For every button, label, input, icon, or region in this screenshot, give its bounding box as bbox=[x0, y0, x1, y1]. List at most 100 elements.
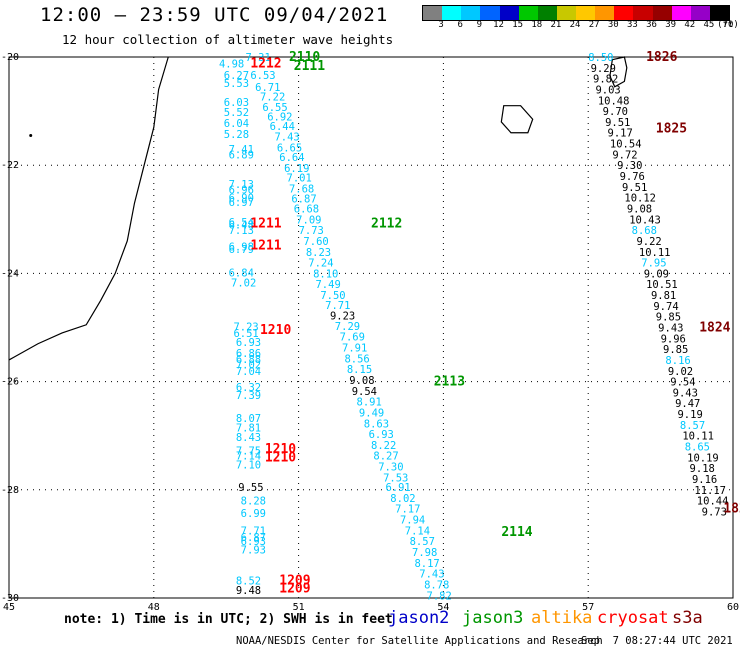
track-time-label: 1824 bbox=[699, 321, 730, 336]
wave-height-value: 8.15 bbox=[347, 364, 372, 376]
wave-height-value: 6.54 bbox=[229, 217, 254, 229]
legend-swatch bbox=[671, 6, 691, 20]
x-tick-label: 51 bbox=[293, 602, 305, 613]
wave-height-value: 9.16 bbox=[692, 474, 717, 486]
wave-height-value: 7.69 bbox=[340, 332, 365, 344]
wave-height-value: 6.86 bbox=[236, 348, 261, 360]
wave-height-value: 8.63 bbox=[364, 418, 389, 430]
wave-height-value: 6.89 bbox=[229, 149, 254, 161]
mission-s3a-label: s3a bbox=[672, 608, 703, 628]
wave-height-value: 7.94 bbox=[400, 515, 425, 527]
wave-height-value: 6.92 bbox=[267, 112, 292, 124]
legend-tick-label: 3 bbox=[438, 20, 444, 30]
track-time-label: 1210 bbox=[260, 323, 291, 338]
wave-height-value: 8.65 bbox=[685, 442, 710, 454]
wave-height-value: 7.14 bbox=[405, 525, 430, 537]
wave-height-value: 9.02 bbox=[668, 366, 693, 378]
x-tick-label: 54 bbox=[437, 602, 449, 613]
wave-height-value: 7.13 bbox=[229, 225, 254, 237]
wave-height-value: 7.29 bbox=[335, 321, 360, 333]
legend-swatch bbox=[499, 6, 519, 20]
wave-height-value: 9.85 bbox=[656, 312, 681, 324]
wave-height-value: 9.23 bbox=[330, 311, 355, 323]
wave-height-value: 7.95 bbox=[641, 258, 666, 270]
track-time-label: 2114 bbox=[501, 525, 532, 540]
legend-swatch bbox=[556, 6, 576, 20]
wave-height-value: 8.43 bbox=[236, 432, 261, 444]
wave-height-value: 6.97 bbox=[229, 197, 254, 209]
wave-height-value: 9.48 bbox=[236, 585, 261, 597]
mauritius-island bbox=[609, 56, 628, 88]
legend-tick-label: 42 bbox=[684, 20, 696, 30]
legend-tick-label: 9 bbox=[476, 20, 483, 30]
legend-tick-label: 12 bbox=[493, 20, 504, 30]
wave-height-value: 7.10 bbox=[236, 459, 261, 471]
x-tick-label: 60 bbox=[727, 602, 739, 613]
legend-tick-label: 27 bbox=[588, 20, 600, 30]
wave-height-value: 7.71 bbox=[241, 525, 266, 537]
wave-height-value: 7.68 bbox=[289, 183, 314, 195]
mission-jason2-label: jason2 bbox=[388, 608, 450, 628]
wave-height-value: 6.65 bbox=[277, 142, 302, 154]
wave-height-value: 9.74 bbox=[653, 301, 678, 313]
map-frame bbox=[8, 56, 734, 599]
wave-height-value: 7.49 bbox=[315, 279, 340, 291]
legend-swatch bbox=[652, 6, 672, 20]
wave-height-value: 9.51 bbox=[622, 182, 647, 194]
wave-height-value: 9.43 bbox=[658, 323, 683, 335]
track-time-label: 1211 bbox=[250, 217, 281, 232]
track-time-label: 1825 bbox=[656, 121, 687, 136]
wave-height-value: 7.22 bbox=[260, 91, 285, 103]
track-time-label: 1210 bbox=[265, 442, 296, 457]
wave-height-value: 7.39 bbox=[236, 390, 261, 402]
y-tick-label: -26 bbox=[1, 377, 19, 388]
track-time-label: 2111 bbox=[294, 59, 325, 74]
wave-height-value: 7.17 bbox=[395, 504, 420, 516]
wave-height-value: 8.22 bbox=[371, 440, 396, 452]
legend-tick-label: 30 bbox=[607, 20, 619, 30]
legend-tick-label: 15 bbox=[512, 20, 524, 30]
wave-height-color-legend bbox=[422, 5, 730, 21]
track-time-label: 2113 bbox=[434, 375, 465, 390]
wave-height-value: 6.96 bbox=[229, 185, 254, 197]
wave-height-value: 8.07 bbox=[236, 413, 261, 425]
wave-height-value: 9.30 bbox=[617, 160, 642, 172]
wave-height-value: 6.64 bbox=[279, 152, 304, 164]
timestamp-line: Sep 7 08:27:44 UTC 2021 bbox=[581, 635, 733, 647]
wave-height-value: 8.57 bbox=[680, 420, 705, 432]
wave-height-value: 7.53 bbox=[383, 472, 408, 484]
wave-height-value: 6.04 bbox=[224, 118, 249, 130]
wave-height-value: 8.78 bbox=[424, 579, 449, 591]
wave-height-value: 10.54 bbox=[610, 139, 642, 151]
wave-height-value: 6.93 bbox=[236, 337, 261, 349]
wave-height-value: 9.81 bbox=[651, 290, 676, 302]
legend-tick-label: (ft) bbox=[717, 20, 739, 30]
wave-height-value: 7.43 bbox=[274, 132, 299, 144]
track-time-label: 1210 bbox=[265, 450, 296, 465]
wave-height-value: 10.43 bbox=[629, 214, 661, 226]
wave-height-value: 7.31 bbox=[246, 52, 271, 64]
wave-height-value: 9.03 bbox=[595, 84, 620, 96]
wave-height-value: 7.09 bbox=[296, 214, 321, 226]
track-time-label: 1823 bbox=[723, 502, 740, 517]
wave-height-value: 7.81 bbox=[236, 423, 261, 435]
wave-height-value: 8.27 bbox=[373, 451, 398, 463]
x-tick-label: 45 bbox=[3, 602, 15, 613]
track-time-label: 2110 bbox=[289, 50, 320, 65]
legend-swatch bbox=[461, 6, 481, 20]
track-time-label: 1209 bbox=[279, 574, 310, 589]
y-tick-label: -24 bbox=[1, 268, 19, 279]
legend-swatch bbox=[709, 6, 729, 20]
wave-height-value: 7.02 bbox=[236, 359, 261, 371]
wave-height-value: 6.91 bbox=[385, 482, 410, 494]
legend-swatch bbox=[480, 6, 500, 20]
legend-swatch bbox=[518, 6, 538, 20]
wave-height-value: 6.03 bbox=[224, 97, 249, 109]
wave-height-value: 9.55 bbox=[238, 482, 263, 494]
track-time-label: 1212 bbox=[250, 56, 281, 71]
wave-height-value: 7.50 bbox=[320, 290, 345, 302]
wave-height-value: 6.98 bbox=[229, 241, 254, 253]
wave-height-value: 6.84 bbox=[229, 267, 254, 279]
wave-height-value: 9.51 bbox=[605, 117, 630, 129]
